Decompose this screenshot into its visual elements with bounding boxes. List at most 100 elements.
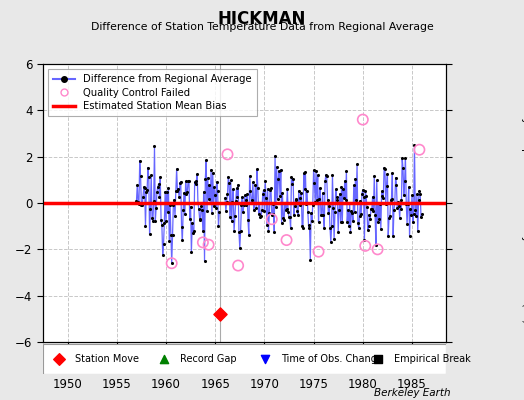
Point	[261, 178, 269, 184]
Point	[394, 199, 402, 206]
Point	[336, 219, 345, 225]
Point	[185, 216, 194, 222]
Point	[262, 195, 270, 202]
Point	[373, 177, 381, 184]
Point	[210, 203, 218, 209]
Point	[351, 176, 359, 182]
Point	[254, 184, 262, 191]
Point	[152, 205, 160, 211]
Point	[257, 213, 265, 219]
Point	[277, 167, 285, 173]
Point	[227, 218, 236, 224]
Point	[326, 224, 334, 231]
Point	[266, 187, 275, 194]
Point	[344, 207, 352, 213]
Point	[361, 188, 369, 194]
Point	[175, 194, 183, 200]
Point	[139, 184, 148, 190]
Point	[412, 212, 420, 219]
Point	[326, 239, 335, 246]
Point	[267, 185, 275, 192]
Point	[414, 196, 423, 203]
Point	[396, 215, 404, 221]
Point	[274, 196, 282, 202]
Point	[253, 166, 261, 172]
Point	[377, 226, 385, 233]
Point	[355, 213, 364, 219]
Point	[134, 199, 143, 206]
Point	[256, 214, 265, 220]
Point	[225, 180, 233, 187]
Point	[384, 233, 392, 239]
Point	[167, 232, 175, 238]
Point	[223, 198, 231, 205]
Point	[137, 201, 146, 208]
Point	[277, 219, 286, 226]
Point	[401, 155, 410, 162]
Point	[211, 192, 220, 198]
Point	[356, 198, 365, 204]
Point	[323, 197, 332, 203]
Point	[307, 210, 315, 216]
Point	[348, 210, 356, 216]
Point	[415, 146, 423, 153]
Point	[312, 168, 320, 174]
Text: 1980: 1980	[348, 378, 378, 390]
Point	[144, 164, 152, 171]
Text: 1975: 1975	[299, 378, 329, 390]
Point	[374, 356, 382, 362]
Point	[164, 184, 172, 191]
Point	[221, 195, 229, 201]
Point	[203, 208, 211, 214]
Point	[155, 194, 163, 200]
Point	[241, 192, 249, 199]
Point	[264, 228, 272, 234]
Text: Station Move: Station Move	[75, 354, 139, 364]
Point	[377, 188, 386, 195]
Text: 1965: 1965	[200, 378, 230, 390]
Point	[279, 215, 288, 221]
Point	[336, 190, 344, 197]
Point	[208, 210, 216, 216]
Point	[402, 201, 410, 207]
Point	[132, 198, 140, 204]
Point	[150, 143, 159, 150]
Point	[165, 238, 173, 244]
Point	[395, 202, 403, 209]
Point	[321, 178, 329, 184]
Point	[162, 218, 170, 224]
Point	[213, 178, 221, 185]
Point	[244, 216, 252, 223]
Point	[188, 220, 196, 226]
Point	[358, 187, 367, 193]
Point	[366, 216, 374, 222]
Point	[408, 192, 416, 199]
Point	[204, 175, 212, 181]
Point	[162, 188, 171, 195]
Text: 1970: 1970	[249, 378, 279, 390]
Point	[298, 222, 307, 229]
Point	[368, 205, 376, 212]
Point	[333, 197, 342, 204]
Point	[136, 173, 145, 179]
Point	[199, 239, 207, 246]
Point	[413, 228, 422, 234]
Point	[172, 166, 181, 172]
Point	[342, 197, 350, 203]
Point	[238, 194, 246, 200]
Point	[187, 204, 195, 210]
Point	[332, 186, 340, 192]
Point	[215, 209, 223, 215]
Point	[282, 237, 291, 243]
Point	[280, 217, 288, 223]
Point	[154, 184, 162, 190]
Point	[341, 178, 349, 184]
Point	[223, 191, 232, 198]
Point	[172, 188, 180, 194]
Point	[359, 194, 368, 200]
Point	[403, 220, 411, 227]
Point	[258, 191, 267, 197]
Point	[176, 180, 184, 186]
Point	[388, 170, 397, 176]
Point	[192, 178, 201, 184]
